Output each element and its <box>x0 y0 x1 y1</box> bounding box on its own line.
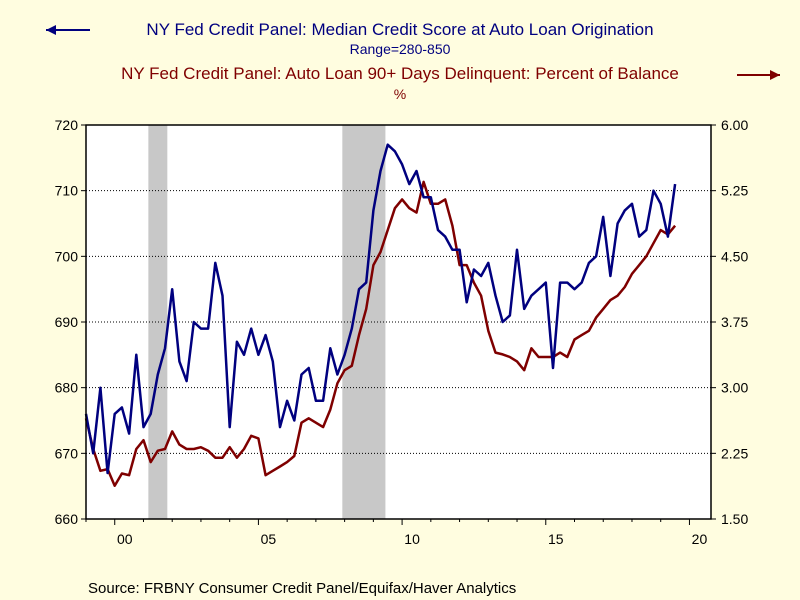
x-tick-label: 20 <box>692 531 708 547</box>
y-right-tick-label: 2.25 <box>721 445 748 461</box>
x-tick-label: 15 <box>548 531 564 547</box>
legend-title-delinquency: NY Fed Credit Panel: Auto Loan 90+ Days … <box>121 64 679 83</box>
y-left-tick-label: 710 <box>55 183 79 199</box>
y-left-tick-label: 680 <box>55 380 79 396</box>
legend-title-score: NY Fed Credit Panel: Median Credit Score… <box>146 20 653 39</box>
y-right-tick-label: 3.75 <box>721 314 748 330</box>
legend-arrow-right <box>737 70 780 80</box>
recession-bands <box>148 125 386 519</box>
y-left-tick-label: 660 <box>55 511 79 527</box>
x-tick-label: 05 <box>261 531 277 547</box>
legend-arrow-left <box>46 25 90 35</box>
y-right-tick-label: 3.00 <box>721 380 748 396</box>
y-left-tick-label: 720 <box>55 117 79 133</box>
recession-band-1 <box>148 125 168 519</box>
legend-subtitle-score: Range=280-850 <box>350 41 451 57</box>
y-left-tick-label: 670 <box>55 445 79 461</box>
x-tick-label: 00 <box>117 531 133 547</box>
credit-score-line <box>84 143 677 475</box>
legend: NY Fed Credit Panel: Median Credit Score… <box>46 20 780 102</box>
y-right-tick-label: 5.25 <box>721 183 748 199</box>
delinquency-line <box>84 180 677 487</box>
source-note: Source: FRBNY Consumer Credit Panel/Equi… <box>88 580 516 597</box>
y-left-tick-label: 690 <box>55 314 79 330</box>
x-tick-label: 10 <box>404 531 420 547</box>
y-right-tick-label: 4.50 <box>721 248 748 264</box>
legend-subtitle-delinquency: % <box>394 86 406 102</box>
y-right-tick-label: 1.50 <box>721 511 748 527</box>
y-right-tick-label: 6.00 <box>721 117 748 133</box>
gridlines <box>86 190 711 454</box>
y-left-tick-label: 700 <box>55 248 79 264</box>
series-lines <box>84 143 677 487</box>
axes: 660 670 680 690 700 710 720 1.50 2.25 3.00 3.75 4.5… <box>55 117 749 547</box>
